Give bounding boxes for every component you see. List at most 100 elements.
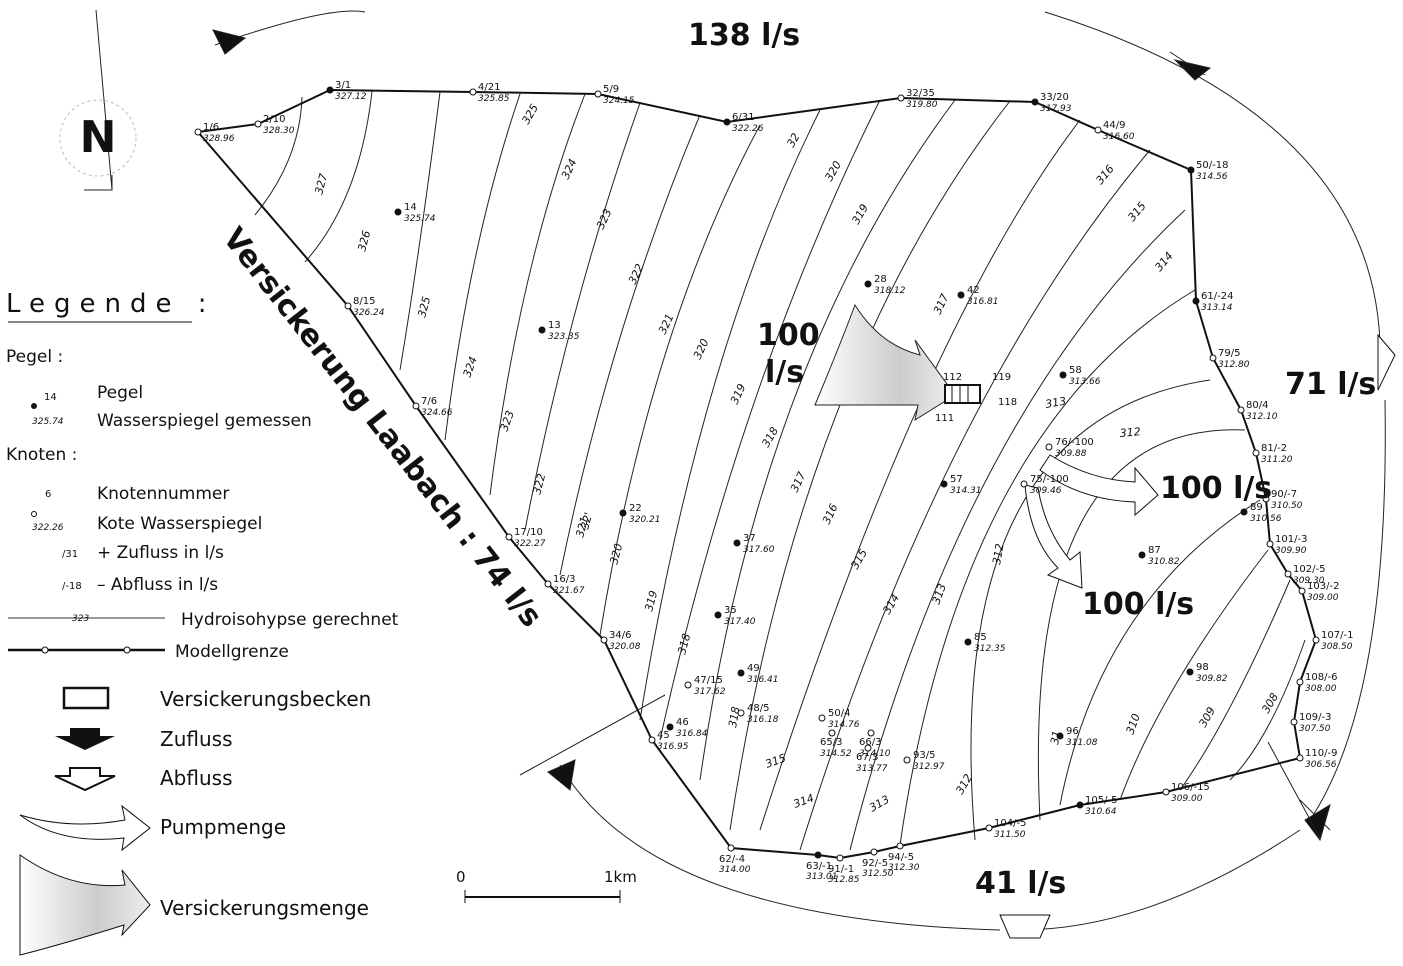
node-id: 109/-3 — [1299, 712, 1331, 723]
contour-label: 323 — [594, 207, 615, 232]
node-level: 306.56 — [1305, 760, 1337, 770]
node-level: 326.24 — [353, 308, 385, 318]
node-id: 103/-2 — [1307, 581, 1339, 592]
gauge-level: 309.88 — [1055, 449, 1087, 459]
node-id: 4/21 — [478, 82, 500, 93]
node-id: 33/20 — [1040, 92, 1069, 103]
node-level: 320.08 — [609, 642, 641, 652]
flow-label: 41 l/s — [975, 866, 1066, 901]
gauge-level: 317.40 — [724, 617, 756, 627]
gauge-id: 87 — [1148, 545, 1161, 556]
node-marker — [1253, 450, 1259, 456]
gauge-level: 316.81 — [967, 297, 999, 307]
node-level: 316.60 — [1103, 132, 1135, 142]
legend-item: Abfluss — [160, 766, 233, 790]
node-id: 92/-5 — [862, 858, 888, 869]
gauge-id: 57 — [950, 474, 963, 485]
node-marker — [470, 89, 476, 95]
gauge-id: 50/4 — [828, 708, 850, 719]
contour-label: 314 — [792, 791, 816, 810]
node-id: 61/-24 — [1201, 291, 1233, 302]
gauge-level: 320.21 — [629, 515, 661, 525]
flow-label: 100 l/s — [1160, 471, 1272, 506]
contour-label: 319 — [849, 202, 871, 227]
node-id: 45 — [657, 730, 670, 741]
node-marker — [601, 637, 607, 643]
contour-label: 31 — [1048, 729, 1063, 745]
gauge-level: 312.35 — [974, 644, 1006, 654]
contour-label: 324 — [559, 157, 580, 182]
node-id: 105/-5 — [1085, 795, 1117, 806]
node-id: 6/31 — [732, 112, 754, 123]
contour-label: 319 — [642, 589, 660, 613]
contour-label: 323 — [498, 409, 517, 433]
node-id: 110/-9 — [1305, 748, 1337, 759]
node-id: 106/-15 — [1171, 782, 1210, 793]
node-marker — [413, 403, 419, 409]
basin-node: 118 — [998, 397, 1017, 408]
contour-label: 317 — [931, 292, 952, 317]
gauge-id: 48/5 — [747, 703, 769, 714]
node-id: 2/10 — [263, 114, 285, 125]
contour-label: 320 — [691, 337, 712, 362]
contour-label: 320 — [607, 542, 625, 566]
gauge-id: 93/5 — [913, 750, 935, 761]
legend-item: Versickerungsmenge — [160, 896, 369, 920]
contour-label: 316 — [1093, 162, 1116, 186]
node-id: 63/-1 — [806, 861, 832, 872]
model-boundary — [198, 90, 1316, 858]
node-level: 313.01 — [806, 872, 838, 882]
basin-node: 111 — [935, 413, 954, 424]
flow-label: 100 — [757, 318, 820, 353]
gauge-level: 313.77 — [856, 764, 888, 774]
gauge-level: 314.31 — [950, 486, 982, 496]
node-marker — [986, 825, 992, 831]
node-id: 50/-18 — [1196, 160, 1228, 171]
node-marker — [897, 843, 903, 849]
node-id: 104/-5 — [994, 818, 1026, 829]
gauge-marker — [1139, 552, 1145, 558]
scale-label: 0 — [456, 868, 466, 886]
gauge-level: 310.56 — [1250, 514, 1282, 524]
gauge-id: 85 — [974, 632, 987, 643]
node-level: 310.64 — [1085, 807, 1117, 817]
contour-label: 308 — [1259, 691, 1281, 716]
contour-label: 324 — [461, 355, 480, 379]
gauge-id: 76/-100 — [1055, 437, 1094, 448]
gauge-id: 49 — [747, 663, 760, 674]
node-id: 3/1 — [335, 80, 351, 91]
node-marker — [1032, 99, 1038, 105]
gauge-level: 309.82 — [1196, 674, 1228, 684]
gauge-id: 58 — [1069, 365, 1082, 376]
contour-label: 318 — [726, 706, 742, 729]
contour-label: 317 — [788, 470, 809, 495]
node-marker — [545, 581, 551, 587]
node-marker — [1193, 298, 1199, 304]
contour-label: 315 — [1125, 199, 1148, 223]
flow-label: 138 l/s — [688, 18, 800, 53]
node-id: 62/-4 — [719, 854, 745, 865]
gauge-id: 75/-100 — [1030, 474, 1069, 485]
contour-label: 314 — [1152, 249, 1175, 273]
gauge-marker — [819, 715, 825, 721]
node-marker — [1163, 789, 1169, 795]
legend-code: 6 — [45, 489, 51, 500]
gauge-level: 314.76 — [828, 720, 860, 730]
legend-code: 322.26 — [32, 523, 64, 533]
contour-label: 313 — [1044, 395, 1067, 411]
legend-code: 323 — [72, 614, 89, 624]
node-id: 32/35 — [906, 88, 935, 99]
gauge-level: 312.97 — [913, 762, 945, 772]
gauge-level: 310.82 — [1148, 557, 1180, 567]
node-level: 314.56 — [1196, 172, 1228, 182]
node-marker — [255, 121, 261, 127]
node-marker — [506, 534, 512, 540]
node-level: 322.27 — [514, 539, 546, 549]
node-id: 108/-6 — [1305, 672, 1337, 683]
gauge-marker — [1187, 669, 1193, 675]
gauge-marker — [667, 724, 673, 730]
node-level: 310.50 — [1271, 501, 1303, 511]
node-id: 94/-5 — [888, 852, 914, 863]
node-marker — [1299, 588, 1305, 594]
flow-label: 100 l/s — [1082, 587, 1194, 622]
